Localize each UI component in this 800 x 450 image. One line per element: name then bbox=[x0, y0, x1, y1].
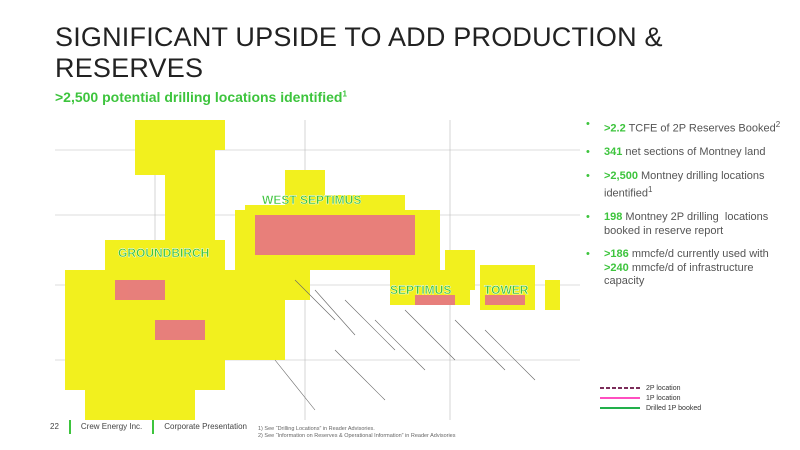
bullet: >2,500 Montney drilling locations identi… bbox=[586, 170, 791, 202]
land-blocks bbox=[65, 120, 560, 420]
bullet-text: mmcfe/d currently used with bbox=[628, 248, 772, 261]
subtitle: >2,500 potential drilling locations iden… bbox=[55, 89, 347, 105]
highlight: >186 bbox=[604, 248, 629, 261]
footnotes: 1) See “Drilling Locations” in Reader Ad… bbox=[258, 426, 455, 440]
legend-item: 1P location bbox=[600, 393, 701, 403]
legend-item: Drilled 1P booked bbox=[600, 403, 701, 413]
map-label: GROUNDBIRCH bbox=[118, 246, 209, 260]
company: Crew Energy Inc. bbox=[71, 420, 155, 434]
highlight: >240 bbox=[604, 261, 629, 274]
legend-label: Drilled 1P booked bbox=[646, 404, 702, 412]
map-label: TOWER bbox=[484, 283, 529, 297]
map-label: WEST SEPTIMUS bbox=[262, 193, 361, 207]
highlight: 341 bbox=[604, 146, 623, 159]
legend-swatch bbox=[600, 387, 640, 389]
highlight: 198 bbox=[604, 211, 623, 224]
legend-item: 2P location bbox=[600, 383, 701, 393]
map-label: SEPTIMUS bbox=[390, 283, 451, 297]
legend-swatch bbox=[600, 397, 640, 399]
footer: 22 Crew Energy Inc. Corporate Presentati… bbox=[40, 420, 257, 434]
highlight: >2,500 bbox=[604, 169, 638, 182]
bullet: 341 net sections of Montney land bbox=[586, 146, 791, 160]
bullet: >186 mmcfe/d currently used with >240 mm… bbox=[586, 248, 791, 289]
slide-title: SIGNIFICANT UPSIDE TO ADD PRODUCTION & R… bbox=[55, 22, 663, 83]
bullet: >2.2 TCFE of 2P Reserves Booked2 bbox=[586, 118, 791, 136]
footnote: 1) See “Drilling Locations” in Reader Ad… bbox=[258, 426, 375, 432]
footnote: 2) See “Information on Reserves & Operat… bbox=[258, 433, 456, 439]
superscript: 2 bbox=[775, 120, 781, 129]
bullet-list: >2.2 TCFE of 2P Reserves Booked2 341 net … bbox=[586, 118, 791, 299]
page-number: 22 bbox=[40, 420, 71, 434]
subtitle-text: >2,500 potential drilling locations iden… bbox=[55, 89, 343, 105]
bullet-text: net sections of Montney land bbox=[622, 146, 766, 159]
well-patches bbox=[115, 215, 525, 340]
superscript: 1 bbox=[342, 89, 347, 99]
bullet-text: Montney drilling locations identified bbox=[604, 169, 768, 200]
doc-name: Corporate Presentation bbox=[164, 422, 247, 431]
wells bbox=[274, 279, 536, 411]
superscript: 1 bbox=[648, 185, 653, 195]
map: WEST SEPTIMUS GROUNDBIRCH SEPTIMUS TOWER bbox=[55, 120, 580, 420]
legend: 2P location 1P location Drilled 1P booked bbox=[600, 383, 701, 413]
bullet-text: mmcfe/d of infrastructure capacity bbox=[604, 261, 757, 288]
bullet-text: Montney 2P drilling locations booked in … bbox=[604, 211, 772, 237]
legend-label: 1P location bbox=[646, 394, 681, 402]
legend-label: 2P location bbox=[646, 384, 681, 392]
bullet: 198 Montney 2P drilling locations booked… bbox=[586, 211, 791, 238]
bullet-text: TCFE of 2P Reserves Booked bbox=[625, 122, 776, 135]
highlight: >2.2 bbox=[604, 122, 626, 135]
legend-swatch bbox=[600, 407, 640, 409]
